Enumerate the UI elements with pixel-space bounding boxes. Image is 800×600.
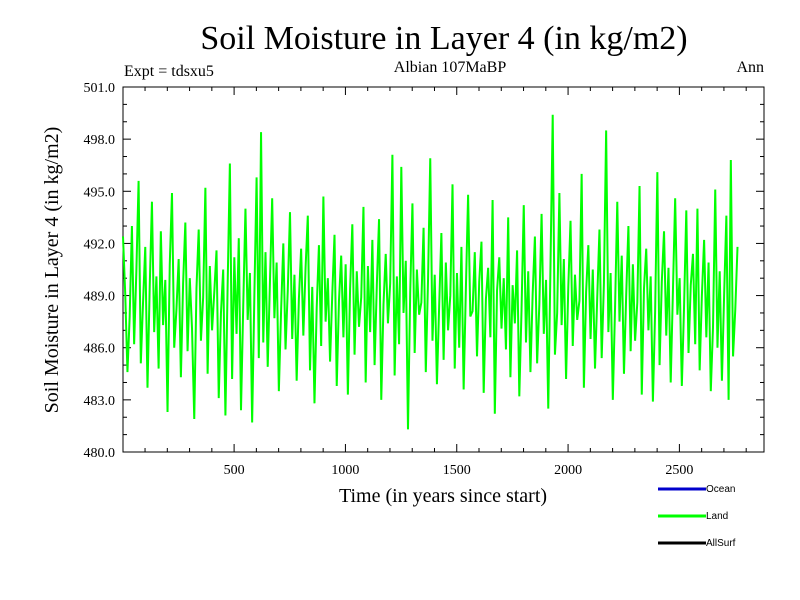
y-tick-label: 489.0 <box>84 290 116 305</box>
x-tick-label: 500 <box>224 463 245 478</box>
y-tick-label: 480.0 <box>84 446 116 461</box>
legend-label-land: Land <box>706 511 728 522</box>
series-layer <box>122 114 739 430</box>
legend-label-ocean: Ocean <box>706 484 735 495</box>
x-axis-label: Time (in years since start) <box>339 485 547 507</box>
chart-subtitle: Albian 107MaBP <box>394 59 507 76</box>
series-line-land <box>122 114 739 430</box>
y-tick-label: 492.0 <box>84 237 116 252</box>
x-tick-label: 1000 <box>331 463 359 478</box>
y-axis-label: Soil Moisture in Layer 4 (in kg/m2) <box>41 127 63 414</box>
y-tick-label: 498.0 <box>84 133 116 148</box>
y-tick-label: 486.0 <box>84 342 116 357</box>
season-label: Ann <box>736 59 764 76</box>
experiment-label: Expt = tdsxu5 <box>124 63 214 80</box>
y-tick-label: 483.0 <box>84 394 116 409</box>
plot-frame <box>122 86 765 453</box>
x-axis-ticks: 500 1000 1500 2000 2500 <box>144 87 747 478</box>
chart-title: Soil Moisture in Layer 4 (in kg/m2) <box>200 20 687 57</box>
y-tick-label: 495.0 <box>84 185 116 200</box>
x-tick-label: 1500 <box>443 463 471 478</box>
x-tick-label: 2500 <box>665 463 693 478</box>
legend-label-allsurf: AllSurf <box>706 538 736 549</box>
x-tick-label: 2000 <box>554 463 582 478</box>
legend: Ocean Land AllSurf <box>658 484 736 549</box>
y-tick-label: 501.0 <box>84 81 116 96</box>
